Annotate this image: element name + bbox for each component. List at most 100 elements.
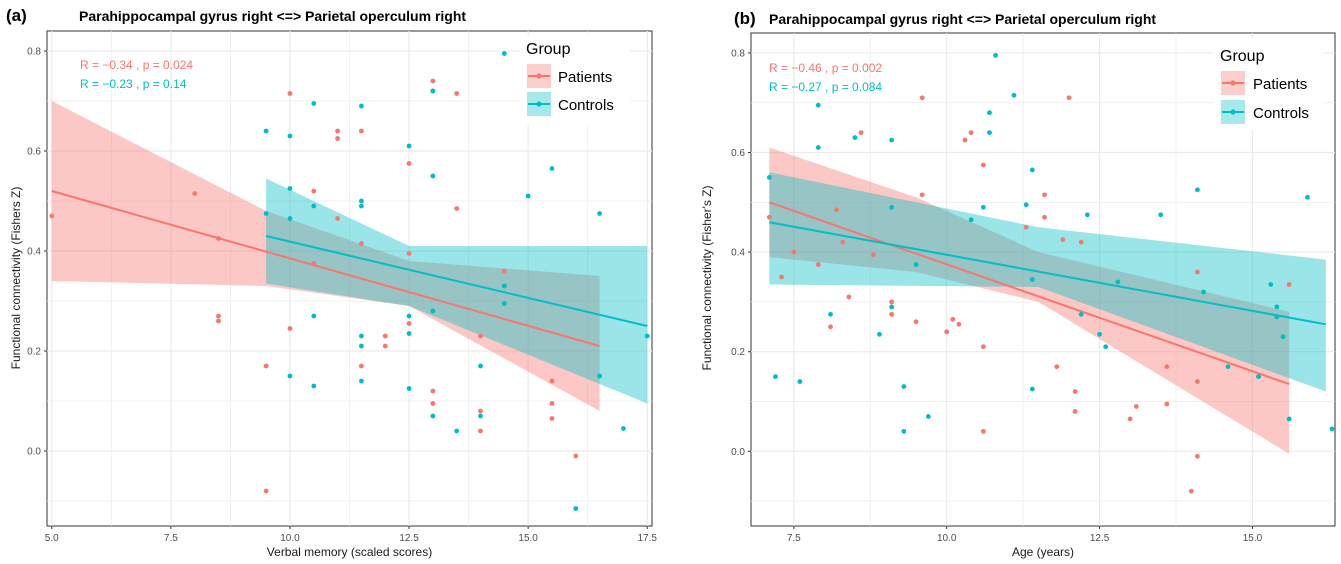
x-tick-label: 17.5 <box>638 533 658 544</box>
controls-data-point <box>478 363 483 369</box>
patients-data-point <box>791 249 797 255</box>
patients-data-point <box>192 191 198 196</box>
controls-data-point <box>406 313 412 319</box>
patients-data-point <box>962 137 968 143</box>
controls-data-point <box>987 110 992 116</box>
y-tick-label: 0.6 <box>731 148 745 159</box>
patients-data-point <box>430 388 436 394</box>
x-axis-title: Age (years) <box>1012 545 1074 559</box>
controls-data-point <box>1011 92 1017 98</box>
patients-data-point <box>1072 389 1078 394</box>
patients-data-point <box>573 453 579 459</box>
controls-data-point <box>1029 167 1035 173</box>
controls-confidence-band <box>266 178 648 404</box>
controls-data-point <box>773 374 778 380</box>
patients-data-point <box>846 294 852 300</box>
controls-data-point <box>889 137 895 143</box>
controls-data-point <box>815 102 821 108</box>
controls-data-point <box>1286 416 1292 422</box>
legend-key-controls-dot <box>1230 109 1236 115</box>
controls-data-point <box>889 204 895 210</box>
controls-data-point <box>980 204 986 210</box>
controls-data-point <box>1274 314 1280 320</box>
scatter-chart-b: (b) Parahippocampal gyrus right <=> Pari… <box>700 9 1336 559</box>
patients-data-point <box>980 344 986 350</box>
controls-data-point <box>925 414 931 419</box>
controls-data-point <box>1201 289 1206 295</box>
patients-data-point <box>1066 95 1072 101</box>
patients-data-point <box>359 128 364 134</box>
controls-data-point <box>311 101 317 106</box>
controls-data-point <box>549 166 555 171</box>
patients-data-point <box>263 488 269 494</box>
patients-data-point <box>382 343 388 349</box>
legend-background <box>520 35 630 125</box>
controls-data-point <box>1158 212 1164 218</box>
patients-data-point <box>359 363 364 369</box>
patients-data-point <box>1195 269 1200 275</box>
patients-data-point <box>359 241 364 246</box>
controls-data-point <box>573 506 579 511</box>
patients-data-point <box>919 192 925 198</box>
controls-data-point <box>1029 386 1035 392</box>
patients-data-point <box>870 252 876 258</box>
patients-data-point <box>919 95 925 101</box>
controls-data-point <box>766 175 772 180</box>
patients-data-point <box>501 268 507 274</box>
controls-data-point <box>901 384 907 389</box>
y-tick-label: 0.0 <box>27 447 41 458</box>
patients-data-point <box>335 128 340 134</box>
controls-data-point <box>501 51 507 56</box>
controls-data-point <box>359 333 364 339</box>
controls-data-point <box>311 203 317 209</box>
patients-data-point <box>889 299 895 305</box>
patients-data-point <box>1188 488 1194 494</box>
patients-data-point <box>1072 409 1078 414</box>
patients-data-point <box>1195 453 1200 459</box>
patients-data-point <box>406 161 412 166</box>
patients-data-point <box>216 313 221 319</box>
patients-data-point <box>549 416 555 421</box>
controls-data-point <box>889 304 895 310</box>
patients-data-point <box>779 274 784 280</box>
patients-data-point <box>1127 416 1133 422</box>
controls-data-point <box>478 413 483 419</box>
controls-data-point <box>1225 364 1231 370</box>
chart-title: Parahippocampal gyrus right <=> Parietal… <box>79 8 466 24</box>
patients-data-point <box>1133 404 1139 409</box>
patients-data-point <box>406 251 412 256</box>
controls-data-point <box>852 135 858 140</box>
controls-data-point <box>263 211 269 216</box>
controls-confidence-band <box>769 172 1326 392</box>
controls-data-point <box>501 283 507 289</box>
y-tick-label: 0.8 <box>731 48 745 59</box>
controls-data-point <box>1115 279 1121 285</box>
controls-data-point <box>359 203 364 209</box>
patients-data-point <box>766 214 772 220</box>
controls-data-point <box>525 193 531 199</box>
controls-data-point <box>359 198 364 204</box>
patients-regression-line <box>51 190 600 347</box>
x-tick-label: 12.5 <box>399 533 419 544</box>
controls-data-point <box>968 217 974 223</box>
patients-data-point <box>968 130 974 135</box>
legend-label-patients: Patients <box>1253 76 1307 93</box>
legend-key-controls-dot <box>536 101 542 107</box>
x-tick-label: 10.0 <box>937 533 957 544</box>
patients-stat-annotation: R = −0.34 , p = 0.024 <box>80 58 193 72</box>
controls-data-point <box>287 186 293 191</box>
chart-title: Parahippocampal gyrus right <=> Parietal… <box>769 11 1156 27</box>
controls-data-point <box>621 426 626 431</box>
controls-data-point <box>1023 202 1029 208</box>
legend-key-patients-dot <box>536 73 542 79</box>
controls-data-point <box>1103 344 1109 350</box>
controls-data-point <box>287 216 293 221</box>
controls-data-point <box>430 413 436 419</box>
controls-data-point <box>406 386 412 391</box>
controls-data-point <box>359 343 364 349</box>
controls-data-point <box>1084 212 1090 218</box>
y-tick-label: 0.4 <box>27 247 41 258</box>
panel-label: (b) <box>734 9 756 28</box>
patients-data-point <box>980 162 986 168</box>
patients-data-point <box>834 207 840 213</box>
